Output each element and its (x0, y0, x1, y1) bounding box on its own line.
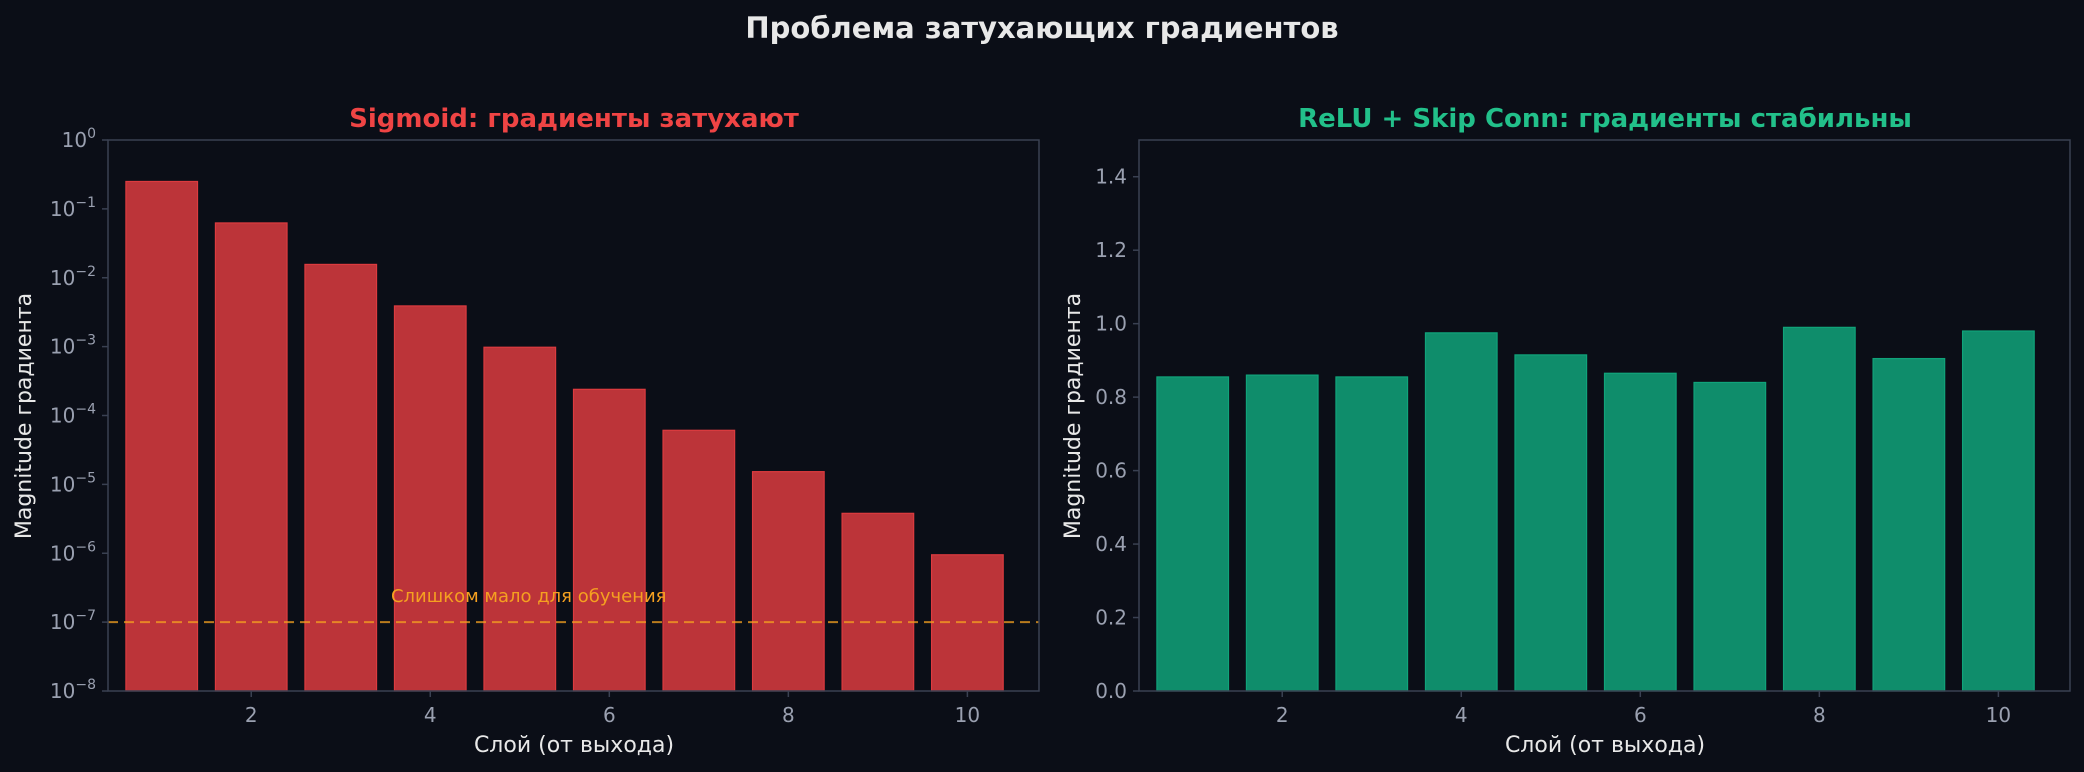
relu-bar (1961, 330, 2035, 692)
relu-x-tick-label: 4 (1455, 703, 1468, 727)
sigmoid-bar (662, 429, 736, 692)
relu-y-axis-label: Magnitude градиента (1061, 293, 1086, 539)
relu-x-tick-label: 8 (1813, 703, 1826, 727)
relu-x-axis-label: Слой (от выхода) (1505, 733, 1705, 758)
sigmoid-bar (214, 222, 288, 692)
sigmoid-y-tick-label: 10−1 (50, 195, 96, 221)
sigmoid-x-tick-label: 10 (955, 703, 980, 727)
sigmoid-y-axis-label: Magnitude градиента (12, 293, 37, 539)
sigmoid-y-tick-label: 10−2 (50, 264, 96, 290)
sigmoid-bar (751, 471, 825, 692)
figure-title: Проблема затухающих градиентов (745, 11, 1338, 45)
sigmoid-bar (304, 263, 378, 692)
relu-chart-title: ReLU + Skip Conn: градиенты стабильны (1298, 104, 1912, 134)
relu-x-tick-label: 6 (1634, 703, 1647, 727)
sigmoid-x-tick-label: 2 (245, 703, 258, 727)
sigmoid-x-tick-label: 8 (782, 703, 795, 727)
relu-x-tick-label: 10 (1986, 703, 2011, 727)
relu-bar (1693, 381, 1767, 692)
sigmoid-bar (393, 305, 467, 692)
relu-y-tick-label: 1.4 (1095, 165, 1127, 189)
relu-bar (1245, 374, 1319, 692)
relu-x-tick-label: 2 (1276, 703, 1289, 727)
relu-panel: ReLU + Skip Conn: градиенты стабильны 2 4… (1061, 104, 2071, 758)
sigmoid-x-axis-label: Слой (от выхода) (474, 733, 674, 758)
relu-y-tick-label: 0.8 (1095, 385, 1127, 409)
relu-y-tick-label: 0.4 (1095, 532, 1127, 556)
threshold-annotation: Слишком мало для обучения (391, 586, 667, 607)
sigmoid-chart-title: Sigmoid: градиенты затухают (349, 104, 799, 134)
relu-bar (1782, 326, 1856, 692)
sigmoid-y-tick-label: 10−8 (50, 677, 96, 703)
relu-plot-frame (1138, 139, 2071, 692)
sigmoid-panel: Sigmoid: градиенты затухают Слишком мало… (12, 104, 1040, 758)
sigmoid-x-tick-label: 6 (603, 703, 616, 727)
sigmoid-y-tick-label: 10−5 (50, 470, 96, 496)
relu-y-tick-label: 0.0 (1095, 679, 1127, 703)
sigmoid-y-tick-label: 10−6 (50, 539, 96, 565)
relu-y-tick-label: 1.0 (1095, 312, 1127, 336)
relu-bar (1514, 354, 1588, 692)
sigmoid-x-tick-label: 4 (424, 703, 437, 727)
relu-bar (1335, 376, 1409, 692)
relu-bar (1156, 376, 1230, 692)
sigmoid-bar (572, 388, 646, 692)
sigmoid-bar (483, 346, 557, 692)
relu-y-tick-label: 0.6 (1095, 459, 1127, 483)
sigmoid-bar (841, 512, 915, 692)
relu-y-tick-label: 0.2 (1095, 606, 1127, 630)
relu-bar (1424, 332, 1498, 692)
sigmoid-y-tick-label: 100 (62, 126, 96, 152)
relu-bar (1872, 357, 1946, 692)
sigmoid-y-tick-label: 10−7 (50, 608, 96, 634)
relu-y-tick-label: 1.2 (1095, 238, 1127, 262)
sigmoid-y-tick-label: 10−3 (50, 333, 96, 359)
relu-bar (1603, 372, 1677, 692)
sigmoid-y-tick-label: 10−4 (50, 402, 96, 428)
sigmoid-bar (125, 180, 199, 692)
